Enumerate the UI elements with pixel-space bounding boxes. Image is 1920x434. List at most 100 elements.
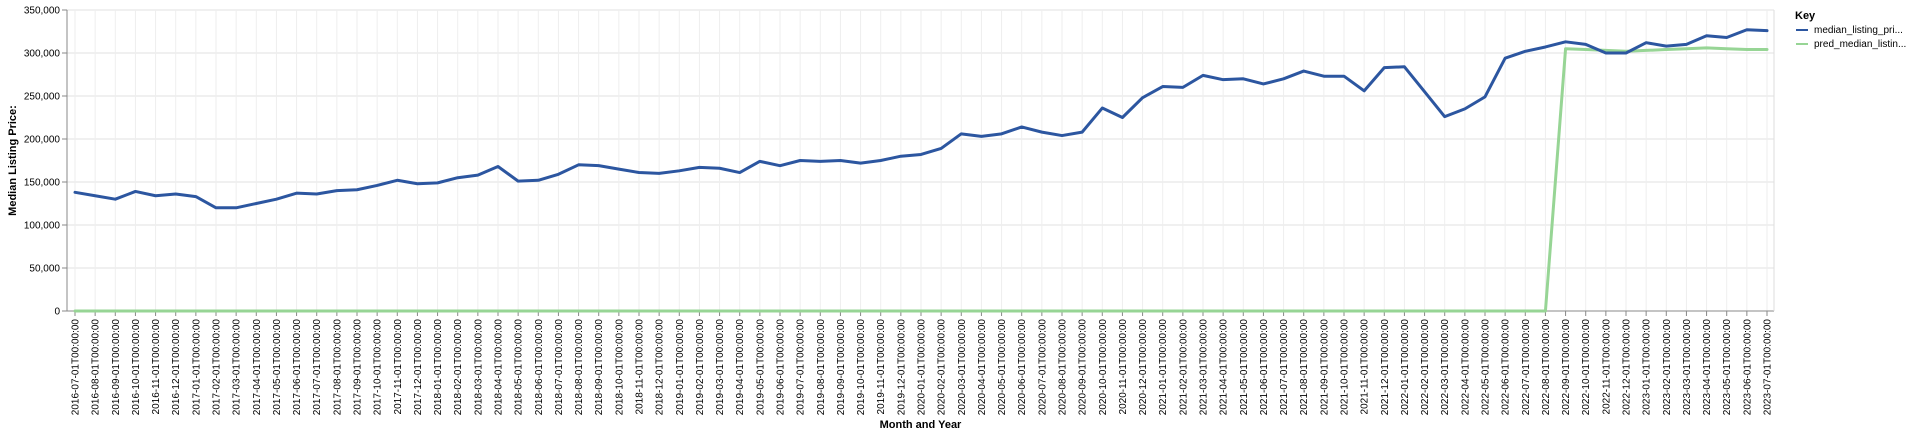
- x-tick-label: 2023-02-01T00:00:00: [1662, 319, 1673, 416]
- x-tick-label: 2021-03-01T00:00:00: [1199, 319, 1210, 416]
- y-tick-label: 150,000: [24, 178, 61, 189]
- y-tick-label: 200,000: [24, 135, 61, 146]
- x-tick-label: 2021-12-01T00:00:00: [1380, 319, 1391, 416]
- x-tick-label: 2018-07-01T00:00:00: [554, 319, 565, 416]
- x-tick-label: 2019-02-01T00:00:00: [695, 319, 706, 416]
- x-tick-label: 2020-02-01T00:00:00: [937, 319, 948, 416]
- x-tick-label: 2017-01-01T00:00:00: [191, 319, 202, 416]
- x-tick-label: 2023-05-01T00:00:00: [1722, 319, 1733, 416]
- x-tick-label: 2017-06-01T00:00:00: [292, 319, 303, 416]
- x-tick-label: 2021-10-01T00:00:00: [1340, 319, 1351, 416]
- x-tick-label: 2018-03-01T00:00:00: [473, 319, 484, 416]
- x-tick-label: 2023-06-01T00:00:00: [1742, 319, 1753, 416]
- x-tick-label: 2019-09-01T00:00:00: [836, 319, 847, 416]
- y-axis-title: Median Listing Price:: [7, 105, 19, 216]
- x-tick-label: 2020-04-01T00:00:00: [977, 319, 988, 416]
- x-tick-label: 2022-12-01T00:00:00: [1622, 319, 1633, 416]
- x-tick-label: 2018-09-01T00:00:00: [594, 319, 605, 416]
- x-tick-label: 2019-05-01T00:00:00: [755, 319, 766, 416]
- x-tick-label: 2020-08-01T00:00:00: [1058, 319, 1069, 416]
- y-tick-label: 300,000: [24, 49, 61, 60]
- x-tick-label: 2018-02-01T00:00:00: [453, 319, 464, 416]
- x-tick-label: 2018-11-01T00:00:00: [635, 319, 646, 415]
- x-tick-label: 2023-03-01T00:00:00: [1682, 319, 1693, 416]
- legend-title: Key: [1795, 10, 1816, 22]
- x-tick-label: 2020-09-01T00:00:00: [1078, 319, 1089, 416]
- x-tick-label: 2023-01-01T00:00:00: [1642, 319, 1653, 416]
- x-tick-label: 2022-11-01T00:00:00: [1601, 319, 1612, 415]
- x-tick-label: 2019-08-01T00:00:00: [816, 319, 827, 416]
- x-tick-label: 2018-05-01T00:00:00: [514, 319, 525, 416]
- legend: Key median_listing_pri... pred_median_lis…: [1795, 10, 1906, 50]
- x-tick-label: 2019-06-01T00:00:00: [776, 319, 787, 416]
- x-tick-label: 2020-01-01T00:00:00: [917, 319, 928, 416]
- x-tick-label: 2019-11-01T00:00:00: [876, 319, 887, 415]
- x-tick-label: 2021-07-01T00:00:00: [1279, 319, 1290, 416]
- x-tick-label: 2022-10-01T00:00:00: [1581, 319, 1592, 416]
- x-tick-label: 2017-12-01T00:00:00: [413, 319, 424, 416]
- x-tick-label: 2017-10-01T00:00:00: [373, 319, 384, 416]
- y-tick-label: 250,000: [24, 92, 61, 103]
- x-tick-label: 2020-05-01T00:00:00: [997, 319, 1008, 416]
- x-tick-label: 2017-02-01T00:00:00: [212, 319, 223, 416]
- x-tick-label: 2016-07-01T00:00:00: [71, 319, 82, 416]
- x-tick-label: 2018-06-01T00:00:00: [534, 319, 545, 416]
- series-lines: [73, 28, 1769, 313]
- x-tick-label: 2022-06-01T00:00:00: [1501, 319, 1512, 416]
- x-tick-label: 2021-08-01T00:00:00: [1299, 319, 1310, 416]
- x-tick-label: 2016-08-01T00:00:00: [91, 319, 102, 416]
- x-tick-label: 2019-07-01T00:00:00: [796, 319, 807, 416]
- x-tick-label: 2020-06-01T00:00:00: [1017, 319, 1028, 416]
- x-tick-label: 2019-03-01T00:00:00: [715, 319, 726, 416]
- x-tick-label: 2020-12-01T00:00:00: [1138, 319, 1149, 416]
- x-tick-label: 2021-02-01T00:00:00: [1178, 319, 1189, 416]
- x-tick-label: 2019-01-01T00:00:00: [675, 319, 686, 416]
- x-tick-label: 2016-11-01T00:00:00: [151, 319, 162, 415]
- axes: 0 50,000 100,000 150,000 200,000 250,000 300,0…: [24, 6, 1775, 416]
- y-tick-label: 50,000: [29, 264, 60, 275]
- x-tick-label: 2022-08-01T00:00:00: [1541, 319, 1552, 416]
- y-tick-label: 0: [54, 307, 60, 318]
- x-tick-label: 2018-08-01T00:00:00: [574, 319, 585, 416]
- x-tick-label: 2016-09-01T00:00:00: [111, 319, 122, 416]
- y-tick-label: 350,000: [24, 6, 61, 17]
- x-tick-label: 2017-05-01T00:00:00: [272, 319, 283, 416]
- x-tick-label: 2019-12-01T00:00:00: [896, 319, 907, 416]
- x-tick-label: 2018-10-01T00:00:00: [614, 319, 625, 416]
- y-tick-label: 100,000: [24, 221, 61, 232]
- x-tick-label: 2022-02-01T00:00:00: [1420, 319, 1431, 416]
- x-tick-label: 2021-04-01T00:00:00: [1219, 319, 1230, 416]
- x-tick-label: 2021-01-01T00:00:00: [1158, 319, 1169, 416]
- x-tick-label: 2020-11-01T00:00:00: [1118, 319, 1129, 415]
- x-tick-label: 2016-10-01T00:00:00: [131, 319, 142, 416]
- x-tick-label: 2018-01-01T00:00:00: [433, 319, 444, 416]
- x-tick-label: 2021-09-01T00:00:00: [1319, 319, 1330, 416]
- x-tick-label: 2021-06-01T00:00:00: [1259, 319, 1270, 416]
- x-tick-label: 2018-12-01T00:00:00: [655, 319, 666, 416]
- x-tick-label: 2021-05-01T00:00:00: [1239, 319, 1250, 416]
- x-tick-label: 2019-10-01T00:00:00: [856, 319, 867, 416]
- x-tick-label: 2017-11-01T00:00:00: [393, 319, 404, 415]
- x-tick-label: 2017-09-01T00:00:00: [353, 319, 364, 416]
- x-tick-label: 2017-04-01T00:00:00: [252, 319, 263, 416]
- x-tick-label: 2022-01-01T00:00:00: [1400, 319, 1411, 416]
- series-line-median-listing-price: [73, 28, 1769, 210]
- gridlines: [67, 9, 1774, 312]
- x-tick-label: 2019-04-01T00:00:00: [735, 319, 746, 416]
- x-tick-label: 2017-07-01T00:00:00: [312, 319, 323, 416]
- x-tick-label: 2017-03-01T00:00:00: [232, 319, 243, 416]
- x-tick-label: 2016-12-01T00:00:00: [171, 319, 182, 416]
- x-tick-label: 2017-08-01T00:00:00: [332, 319, 343, 416]
- x-tick-label: 2020-10-01T00:00:00: [1098, 319, 1109, 416]
- legend-label: pred_median_listin...: [1814, 39, 1906, 50]
- x-tick-label: 2020-03-01T00:00:00: [957, 319, 968, 416]
- x-axis-title: Month and Year: [880, 419, 962, 431]
- legend-label: median_listing_pri...: [1814, 25, 1903, 36]
- x-tick-label: 2021-11-01T00:00:00: [1360, 319, 1371, 415]
- x-tick-label: 2022-07-01T00:00:00: [1521, 319, 1532, 416]
- x-tick-label: 2023-07-01T00:00:00: [1763, 319, 1774, 416]
- x-tick-label: 2020-07-01T00:00:00: [1037, 319, 1048, 416]
- x-tick-label: 2022-03-01T00:00:00: [1440, 319, 1451, 416]
